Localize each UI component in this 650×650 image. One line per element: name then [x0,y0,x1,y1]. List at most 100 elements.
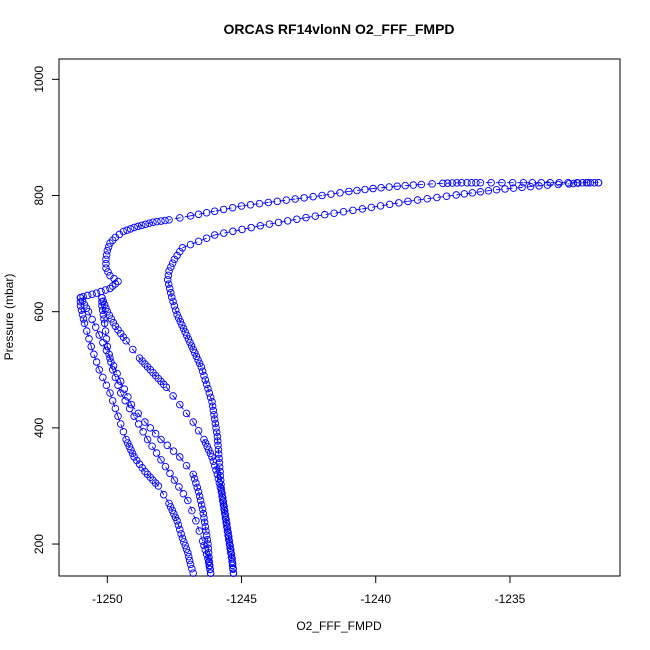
data-point [200,514,208,522]
data-point [105,350,113,359]
data-point [182,545,191,553]
data-point [200,541,208,550]
data-point [195,527,203,535]
data-point [385,200,394,209]
data-point [264,198,273,207]
data-point [106,284,114,293]
data-point [167,293,176,301]
data-point [178,534,187,542]
data-point [528,178,537,187]
data-point [143,435,152,444]
data-point [443,179,452,187]
series-dash [268,198,296,203]
data-point [169,392,177,400]
data-point [111,280,120,288]
data-point [225,537,234,545]
series-dash [144,421,162,440]
data-point [108,282,117,290]
data-point [148,442,156,451]
data-point [227,550,236,558]
data-point [205,562,214,570]
data-point [145,219,153,228]
data-point [184,549,192,557]
data-point [345,187,353,196]
data-point [134,222,142,231]
data-point [417,180,426,189]
data-point [176,525,184,534]
data-point [90,350,98,359]
data-point [202,208,211,217]
data-point [218,489,226,497]
data-point [181,541,189,550]
series-dash [397,184,422,187]
data-point [171,513,180,522]
data-point [102,346,111,355]
data-point [210,411,218,419]
data-point [121,397,129,405]
data-point [484,186,493,195]
y-tick-label: 400 [32,418,46,438]
data-point [108,397,117,405]
data-point [198,367,207,375]
data-point [179,489,188,498]
series-dash [182,234,215,249]
data-point [157,456,165,464]
series-dash [260,217,307,227]
data-point [302,213,310,222]
series-dash [117,416,127,440]
data-point [467,178,476,187]
data-point [188,564,196,573]
series-dash [109,392,119,417]
y-tick-label: 200 [32,534,46,554]
data-point [92,358,101,366]
data-point [215,463,224,471]
data-point [130,412,138,421]
plot-frame [58,58,621,577]
data-point [273,197,282,206]
data-point [157,435,165,444]
data-point [291,195,299,203]
data-point [200,371,208,380]
data-point [189,418,197,426]
data-point [176,453,184,461]
series-dash [104,323,108,347]
data-point [107,315,116,323]
series-dash [241,202,269,207]
data-point [565,180,573,188]
y-tick-label: 1000 [32,66,46,93]
data-point [99,338,107,347]
data-point [501,185,509,193]
data-point [201,546,210,554]
data-point [211,419,220,428]
data-point [153,217,161,226]
data-point [228,203,237,212]
data-point [212,424,220,432]
data-point [476,178,485,187]
data-point [169,297,177,306]
series-dash [106,346,114,370]
data-point [169,447,178,455]
data-point [103,342,112,351]
data-point [106,389,114,397]
data-point [203,535,212,544]
data-point [114,277,122,286]
data-point [103,246,112,255]
data-point [187,342,196,350]
data-point [423,195,432,203]
data-point [100,319,109,328]
data-point [208,397,216,406]
series-dash [98,369,111,394]
data-point [205,446,213,454]
series-dash [496,184,548,191]
series-dash [214,225,261,236]
data-point [202,531,211,540]
data-point [97,287,105,296]
data-point [197,501,206,509]
data-point [238,225,246,234]
data-point [237,202,246,210]
data-point [393,182,401,190]
data-point [197,363,206,371]
data-point [186,212,195,220]
data-point [109,318,118,327]
data-point [162,383,171,391]
